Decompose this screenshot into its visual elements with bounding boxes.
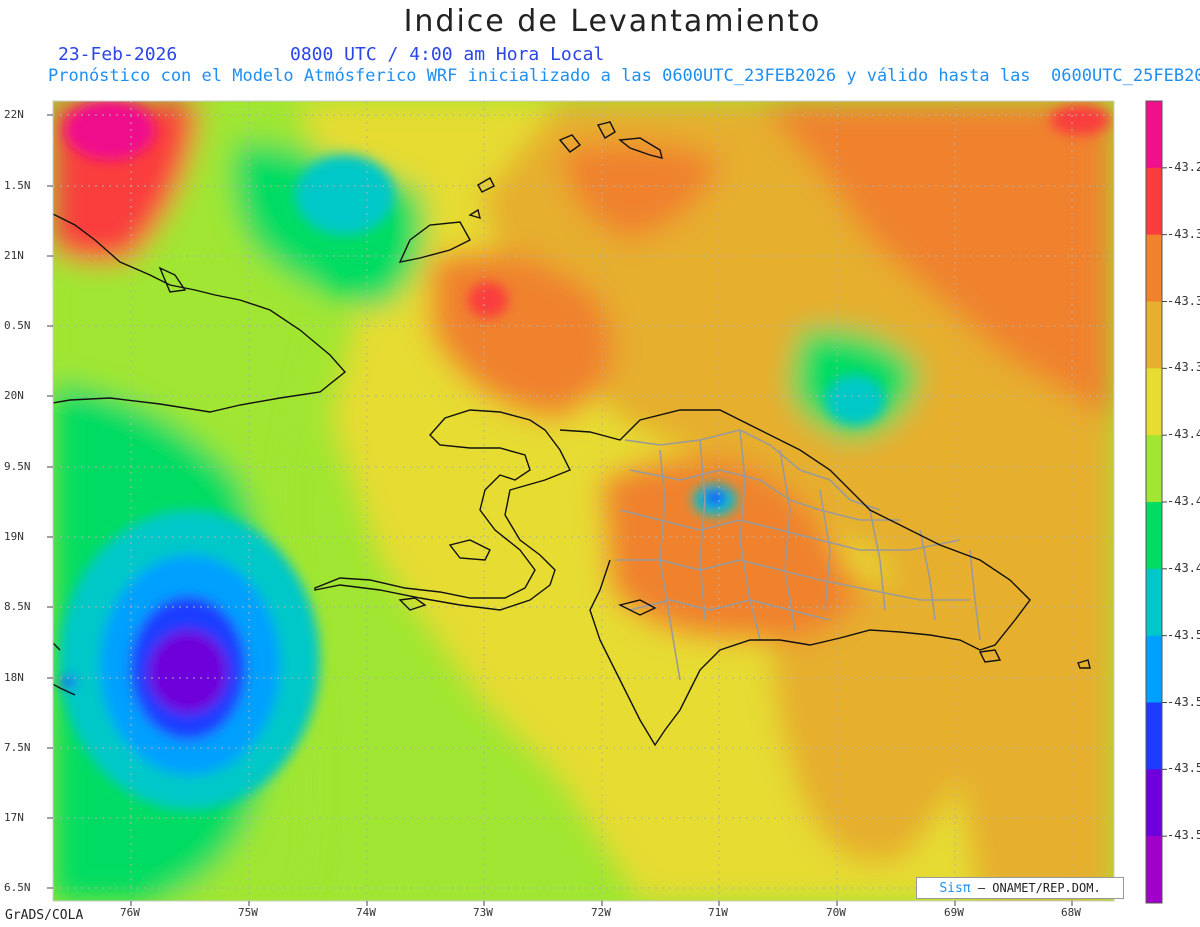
axis-ticks: [47, 114, 1073, 906]
lat-label-20n: 20N: [4, 389, 24, 402]
lat-label-19-5n: 9.5N: [4, 460, 31, 473]
lat-label-16-5n: 6.5N: [4, 881, 31, 894]
lon-label-68w: 68W: [1061, 906, 1081, 919]
colorbar-label: -43.5: [1167, 627, 1200, 642]
forecast-time: 0800 UTC / 4:00 am Hora Local: [290, 44, 605, 65]
grads-credit: GrADS/COLA: [5, 908, 84, 923]
colorbar-label: -43.4: [1167, 560, 1200, 575]
lat-label-18n: 18N: [4, 671, 24, 684]
province-boundaries: [615, 429, 981, 681]
sispi-logo-text: Sisπ: [939, 881, 971, 896]
plot-frame: [52, 100, 1115, 902]
colorbar-label: -43.3: [1167, 360, 1200, 375]
lat-label-17n: 17N: [4, 811, 24, 824]
lat-label-19n: 19N: [4, 530, 24, 543]
colorbar-swatch: [1146, 167, 1162, 236]
colorbar-label: -43.3: [1167, 226, 1200, 241]
lat-label-17-5n: 7.5N: [4, 741, 31, 754]
lon-label-75w: 75W: [238, 906, 258, 919]
colorbar-swatch: [1146, 301, 1162, 369]
colorbar: [1145, 100, 1167, 904]
lat-label-21n: 21N: [4, 249, 24, 262]
colorbar-label: -43.3: [1167, 293, 1200, 308]
colorbar-swatch: [1146, 368, 1162, 436]
lon-label-73w: 73W: [473, 906, 493, 919]
colorbar-label: -43.4: [1167, 427, 1200, 442]
colorbar-swatch: [1146, 568, 1162, 637]
lon-label-76w: 76W: [120, 906, 140, 919]
map-title: Indice de Levantamiento: [403, 4, 822, 39]
colorbar-swatch: [1146, 101, 1162, 169]
colorbar-swatch: [1146, 769, 1162, 837]
colorbar-label: -43.4: [1167, 494, 1200, 508]
colorbar-label: -43.5: [1167, 694, 1200, 709]
lon-label-72w: 72W: [591, 906, 611, 919]
colorbar-swatch: [1146, 702, 1162, 770]
lat-label-21-5n: 1.5N: [4, 179, 31, 192]
lon-label-70w: 70W: [826, 906, 846, 919]
colorbar-swatch: [1146, 234, 1162, 302]
colorbar-label: -43.5: [1167, 761, 1200, 776]
colorbar-swatch: [1146, 435, 1162, 503]
lon-label-71w: 71W: [708, 906, 728, 919]
colorbar-label: -43.5: [1167, 828, 1200, 843]
colorbar-swatch: [1146, 836, 1162, 904]
colorbar-label: -43.2: [1167, 159, 1200, 174]
colorbar-swatch: [1146, 635, 1162, 703]
lat-label-18-5n: 8.5N: [4, 600, 31, 613]
onamet-text: – ONAMET/REP.DOM.: [977, 881, 1101, 895]
lat-label-20-5n: 0.5N: [4, 319, 31, 332]
lon-label-69w: 69W: [944, 906, 964, 919]
lon-label-74w: 74W: [356, 906, 376, 919]
model-description: Pronóstico con el Modelo Atmósferico WRF…: [48, 66, 1200, 86]
forecast-date: 23-Feb-2026: [58, 44, 178, 65]
field-layer: [53, 101, 1114, 901]
coastlines: [53, 121, 1091, 747]
onamet-signature: Sisπ – ONAMET/REP.DOM.: [916, 877, 1124, 899]
colorbar-swatch: [1146, 502, 1162, 570]
lat-label-22n: 22N: [4, 108, 24, 121]
graticule: [53, 101, 1114, 901]
